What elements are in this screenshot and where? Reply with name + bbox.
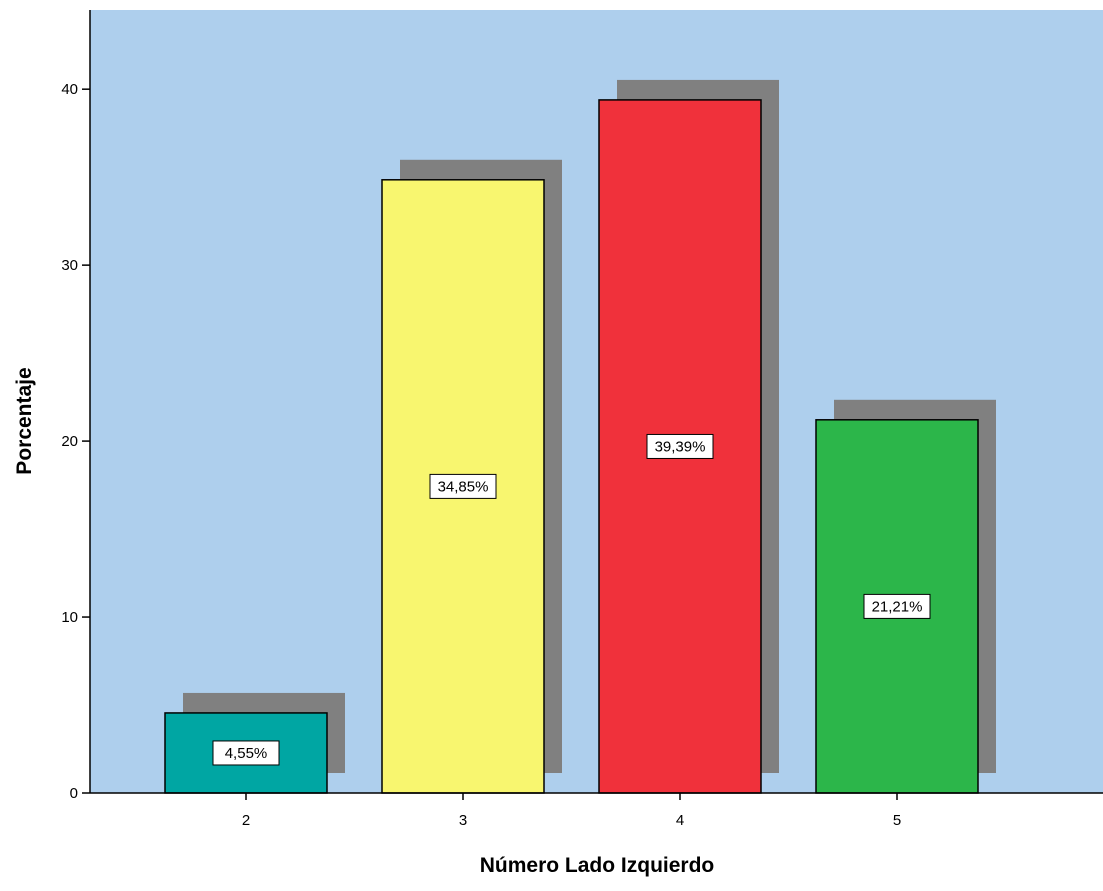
y-tick-label-10: 10 bbox=[61, 609, 78, 626]
y-axis-title: Porcentaje bbox=[13, 367, 36, 474]
y-ticks: 0 10 20 30 40 bbox=[61, 81, 90, 802]
x-tick-label-5: 5 bbox=[893, 812, 901, 829]
data-labels: 4,55% 34,85% 39,39% 21,21% bbox=[212, 433, 931, 766]
data-label-4: 39,39% bbox=[655, 438, 706, 455]
x-tick-label-4: 4 bbox=[676, 812, 684, 829]
data-label-box-4 bbox=[646, 433, 714, 459]
y-tick-label-30: 30 bbox=[61, 257, 78, 274]
data-label-3: 34,85% bbox=[438, 478, 489, 495]
data-label-box-3 bbox=[429, 473, 497, 499]
y-tick-label-0: 0 bbox=[70, 785, 78, 802]
data-label-box-5 bbox=[863, 593, 931, 619]
x-ticks: 2 3 4 5 bbox=[242, 793, 901, 829]
x-tick-label-3: 3 bbox=[459, 812, 467, 829]
y-tick-label-20: 20 bbox=[61, 433, 78, 450]
x-axis-title: Número Lado Izquierdo bbox=[480, 854, 715, 877]
y-tick-label-40: 40 bbox=[61, 81, 78, 98]
data-label-box-2 bbox=[212, 740, 280, 766]
data-label-5: 21,21% bbox=[872, 598, 923, 615]
bars bbox=[164, 99, 979, 794]
data-label-2: 4,55% bbox=[225, 745, 268, 762]
x-tick-label-2: 2 bbox=[242, 812, 250, 829]
